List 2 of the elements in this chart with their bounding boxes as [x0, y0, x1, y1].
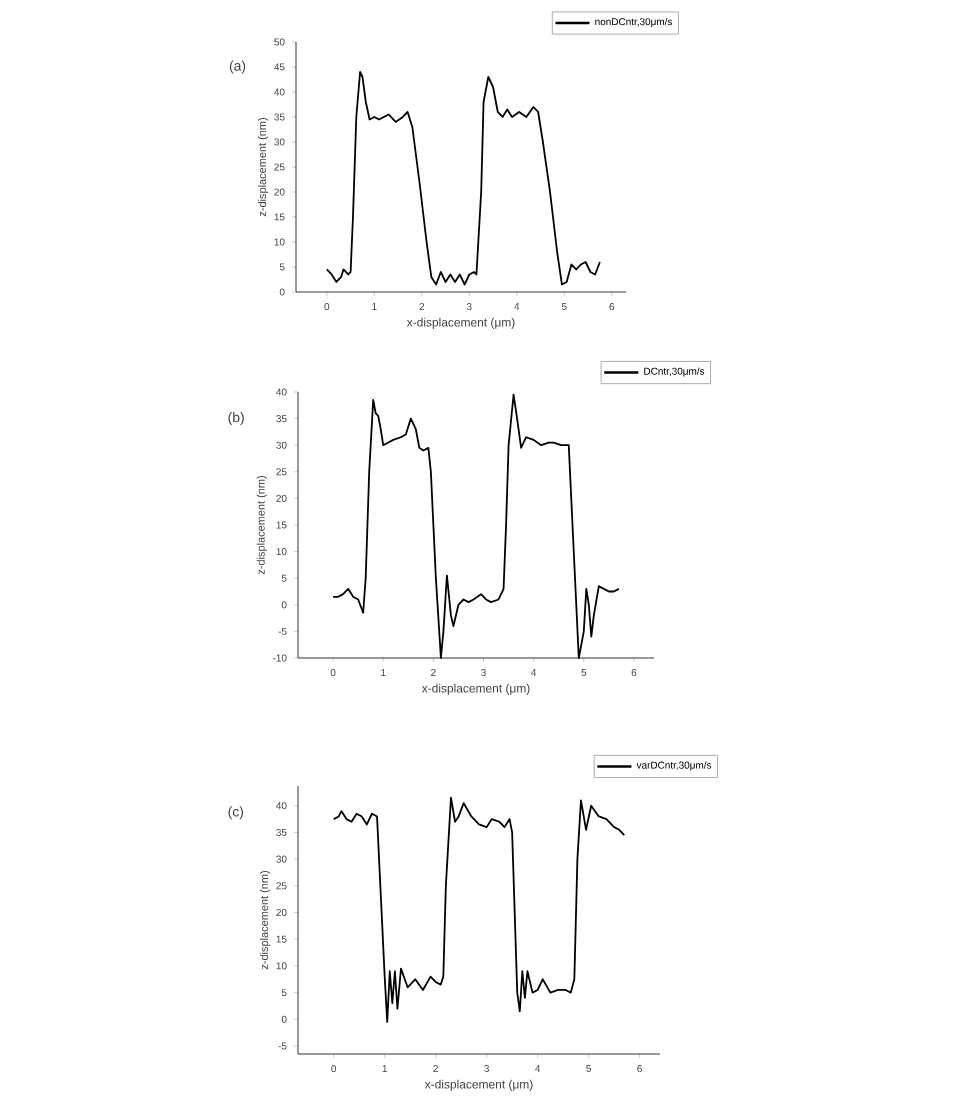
line-series: [325, 71, 601, 286]
line-series: [332, 796, 626, 1023]
